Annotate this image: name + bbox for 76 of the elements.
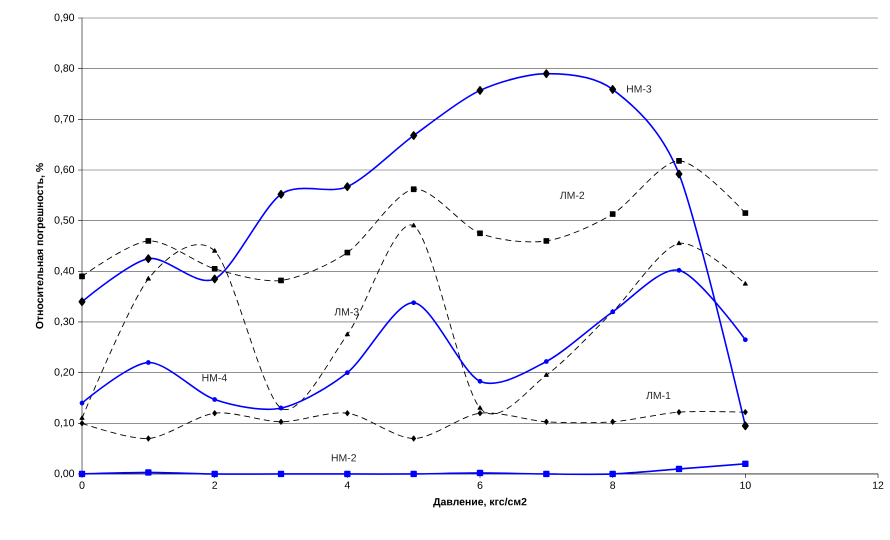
y-tick-label: 0,40 <box>54 267 74 276</box>
point <box>742 409 748 416</box>
point <box>212 397 218 402</box>
point <box>676 268 682 273</box>
point <box>146 435 151 442</box>
point <box>544 238 550 244</box>
point <box>544 359 549 364</box>
point <box>80 420 84 426</box>
point <box>610 211 616 217</box>
point <box>278 470 284 478</box>
series-label: НМ-2 <box>332 454 356 462</box>
point <box>146 360 151 365</box>
point <box>344 250 350 256</box>
point <box>742 281 748 286</box>
series-label: ЛМ-3 <box>334 308 359 316</box>
point <box>676 409 682 416</box>
y-tick-label: 0,30 <box>54 318 74 326</box>
point <box>78 470 86 478</box>
point <box>145 469 152 476</box>
point <box>411 435 416 442</box>
point <box>676 158 682 164</box>
point <box>344 370 350 376</box>
point <box>79 415 85 420</box>
y-tick-label: 0,20 <box>54 368 74 377</box>
y-tick-label: 0,60 <box>54 166 74 174</box>
x-tick-label: 6 <box>478 481 482 489</box>
point <box>742 337 748 342</box>
point <box>411 222 416 228</box>
point <box>410 186 417 192</box>
point <box>609 470 616 478</box>
point <box>543 470 550 478</box>
point <box>478 410 482 416</box>
point <box>212 248 218 253</box>
point <box>742 210 748 216</box>
x-tick-label: 8 <box>610 481 616 489</box>
point <box>146 276 151 281</box>
y-tick-label: 0,00 <box>54 470 74 478</box>
text: ЛМ-2 <box>560 192 584 200</box>
point <box>544 372 549 377</box>
point <box>278 278 284 284</box>
y-tick-label: 0,80 <box>54 64 74 73</box>
x-tick-label: 2 <box>212 481 218 489</box>
point <box>410 470 417 478</box>
series-label: ЛМ-1 <box>646 392 670 400</box>
point <box>411 300 416 306</box>
point <box>477 405 483 410</box>
point <box>79 274 85 280</box>
point <box>212 410 218 416</box>
point <box>80 400 84 406</box>
series-label: НМ-3 <box>627 85 652 93</box>
point <box>344 332 350 336</box>
x-tick-label: 10 <box>740 481 751 489</box>
point <box>476 470 484 476</box>
point <box>478 378 482 384</box>
point <box>344 410 350 416</box>
point <box>742 460 749 468</box>
point <box>676 466 682 472</box>
point <box>211 470 218 478</box>
x-axis-title: Давление, кгс/см2 <box>433 498 526 508</box>
x-tick-label: 4 <box>344 482 350 489</box>
x-tick-label: 12 <box>872 481 884 489</box>
y-tick-label: 0,70 <box>54 115 74 124</box>
y-axis-title: Относительная погрешность, % <box>36 163 46 329</box>
point <box>676 240 682 246</box>
x-tick-label: 0 <box>80 481 85 489</box>
point <box>610 418 616 425</box>
point <box>212 266 218 272</box>
point <box>477 230 483 236</box>
point <box>544 418 549 425</box>
point <box>146 238 152 244</box>
y-tick-label: 0,90 <box>54 14 74 22</box>
point <box>344 470 351 478</box>
series-label: НМ-4 <box>202 374 227 382</box>
y-tick-label: 0,50 <box>54 216 74 225</box>
y-tick-label: 0,10 <box>54 419 74 428</box>
point <box>278 418 284 425</box>
